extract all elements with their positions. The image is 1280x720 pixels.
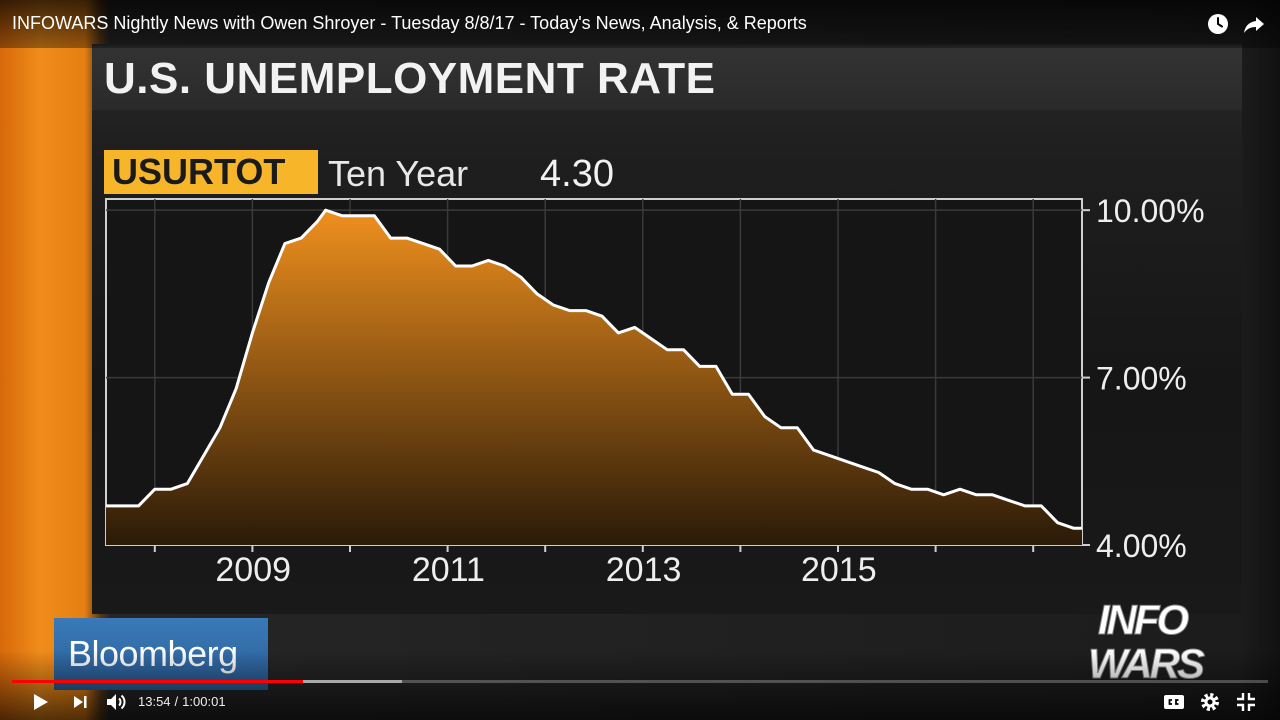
controls-shade: [0, 650, 1280, 720]
current-time: 13:54: [138, 694, 171, 709]
series-area: [106, 210, 1082, 545]
next-icon[interactable]: [68, 690, 92, 714]
x-tick-label: 2015: [801, 551, 877, 589]
clock-icon[interactable]: [1206, 12, 1230, 36]
last-value-label: 4.30: [540, 153, 614, 195]
gear-icon[interactable]: [1198, 690, 1222, 714]
share-arrow-icon[interactable]: [1242, 12, 1266, 36]
y-tick-label: 10.00%: [1096, 193, 1205, 229]
video-title[interactable]: INFOWARS Nightly News with Owen Shroyer …: [12, 13, 807, 33]
progress-bar[interactable]: [12, 680, 1268, 683]
graphic-headline: U.S. UNEMPLOYMENT RATE: [104, 54, 716, 103]
x-tick-label: 2009: [215, 551, 291, 589]
volume-icon[interactable]: [104, 690, 128, 714]
time-display: 13:54/1:00:01: [138, 694, 226, 709]
chart-period-label: Ten Year: [328, 153, 469, 194]
progress-played: [12, 680, 303, 683]
time-separator: /: [174, 694, 179, 709]
exit-fullscreen-icon[interactable]: [1234, 690, 1258, 714]
ticker-symbol-badge: USURTOT: [104, 150, 318, 194]
cc-icon[interactable]: [1162, 690, 1186, 714]
headline-bar: [92, 46, 1242, 110]
player-title-bar: INFOWARS Nightly News with Owen Shroyer …: [0, 0, 1280, 48]
duration: 1:00:01: [182, 694, 226, 709]
x-tick-label: 2013: [606, 551, 682, 589]
y-tick-label: 7.00%: [1096, 361, 1187, 397]
play-icon[interactable]: [28, 690, 52, 714]
logo-line: INFO: [1097, 596, 1189, 644]
series-line: [106, 208, 1082, 530]
x-tick-label: 2011: [412, 551, 485, 589]
y-tick-label: 4.00%: [1096, 528, 1187, 564]
